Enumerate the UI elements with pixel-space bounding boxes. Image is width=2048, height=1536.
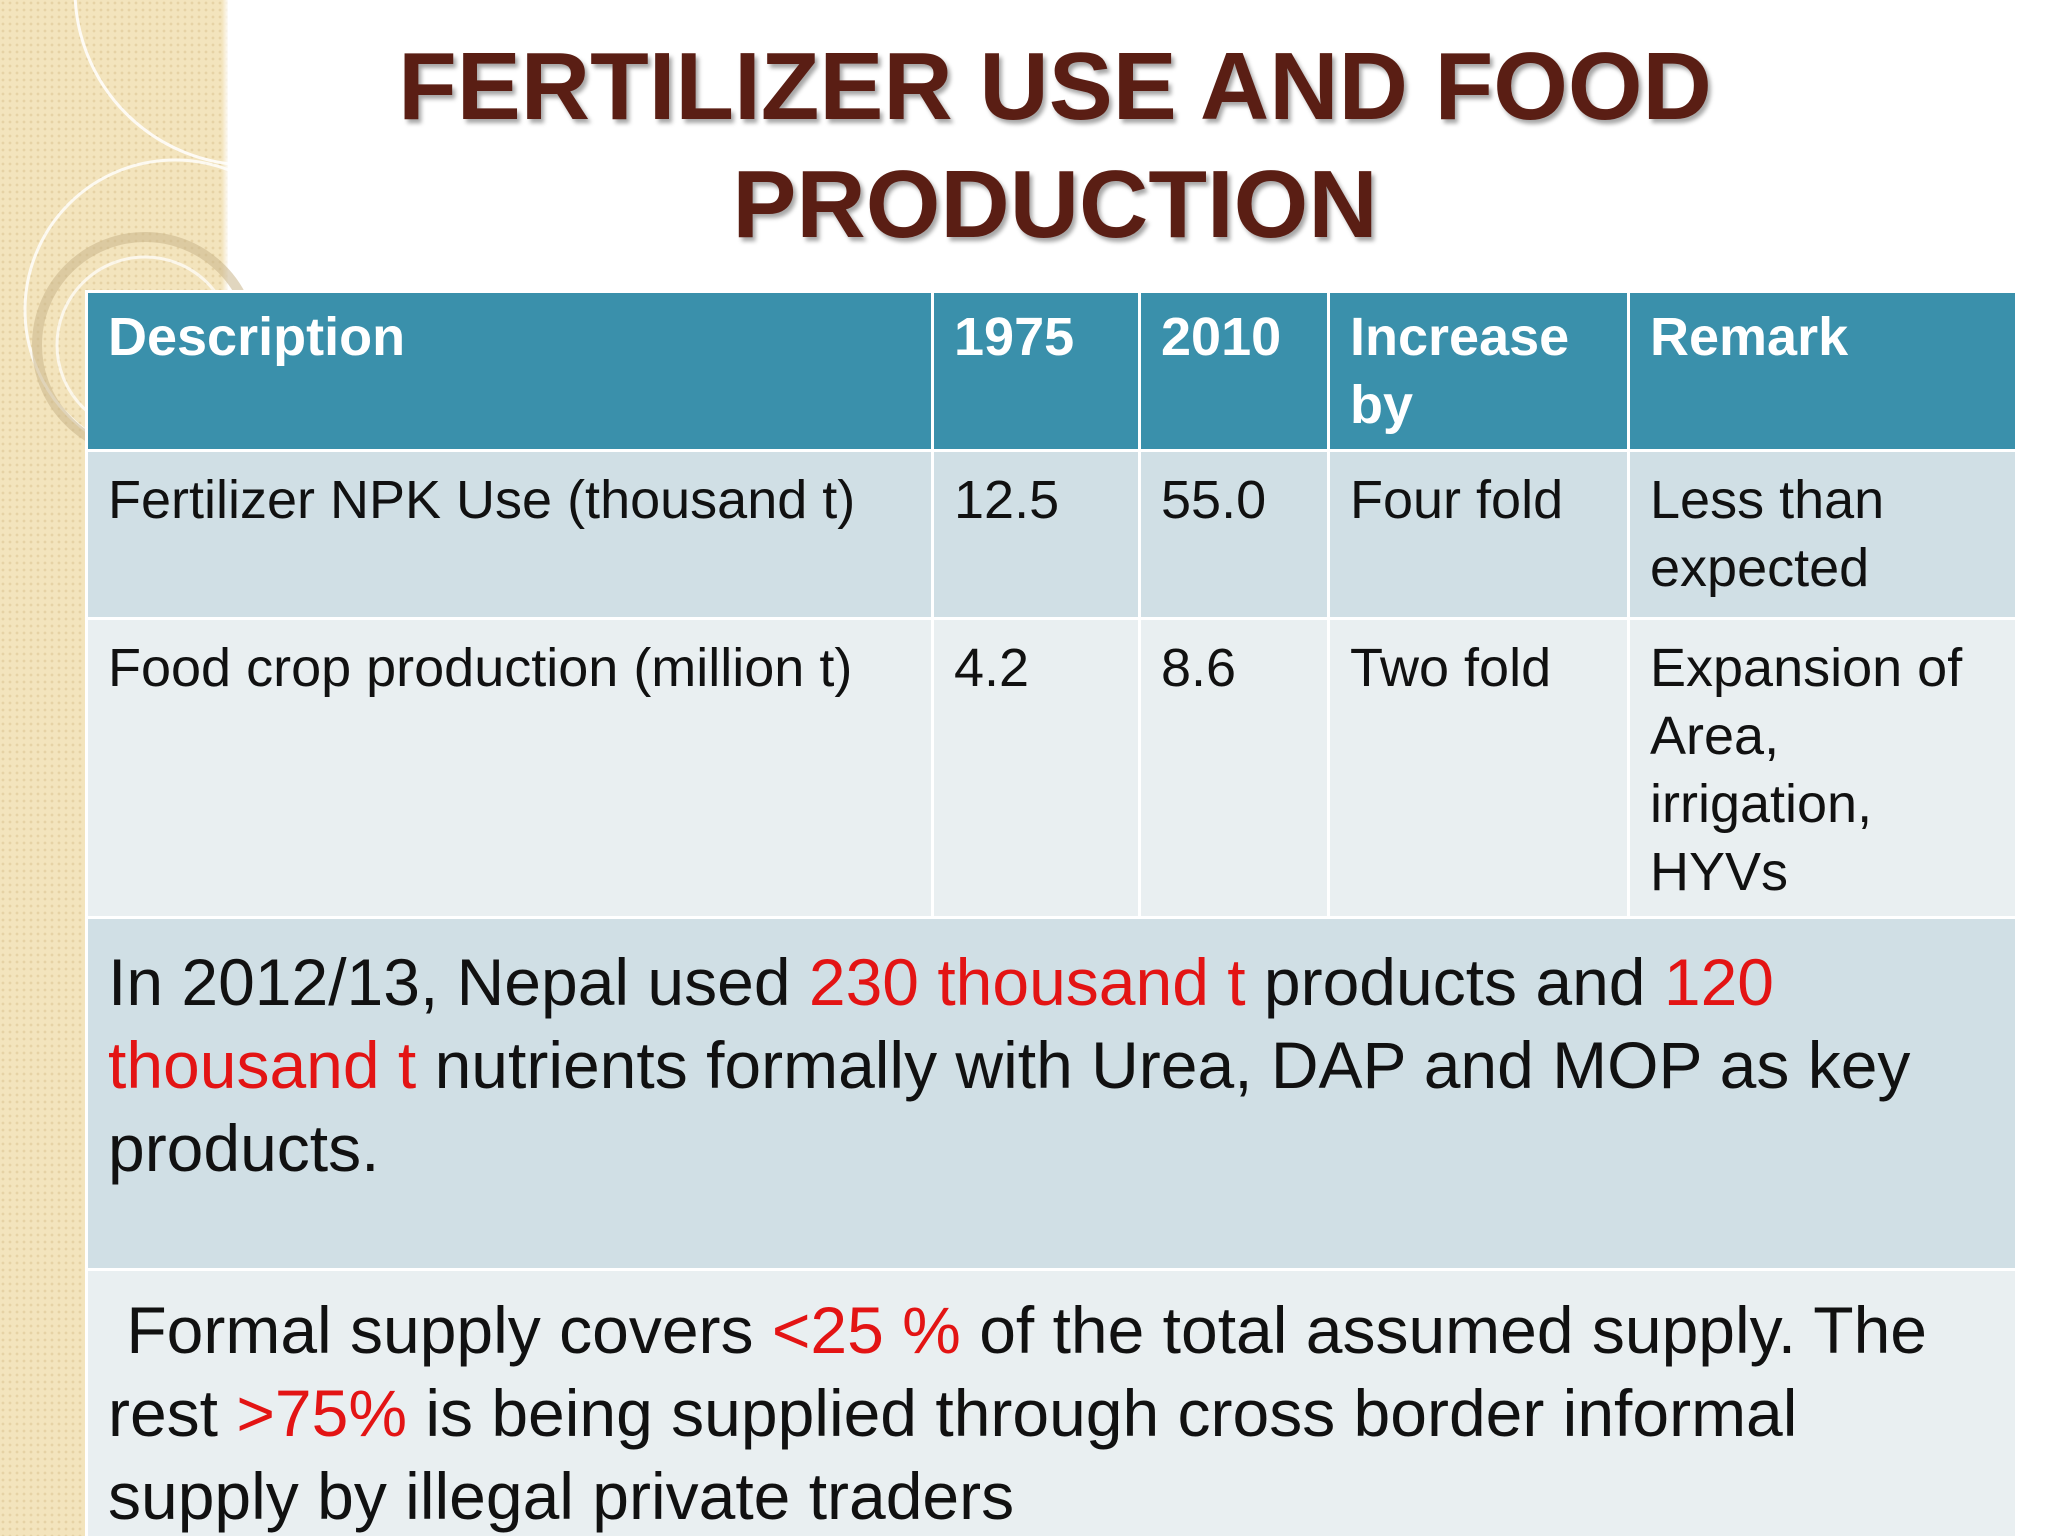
note1-highlight-nutrients: 120 thousand t (108, 945, 1774, 1102)
cell-2010: 8.6 (1138, 617, 1330, 919)
cell-description: Fertilizer NPK Use (thousand t) (85, 449, 934, 620)
table-row: Fertilizer NPK Use (thousand t) 12.5 55.… (85, 449, 2018, 620)
header-remark: Remark (1627, 290, 2018, 452)
note-nepal-usage: In 2012/13, Nepal used 230 thousand t pr… (85, 916, 2018, 1271)
header-1975: 1975 (931, 290, 1141, 452)
cell-1975: 4.2 (931, 617, 1141, 919)
note-formal-supply: Formal supply covers <25 % of the total … (85, 1268, 2018, 1536)
note1-text-2: products and (1245, 945, 1664, 1019)
header-increase-by: Increase by (1327, 290, 1630, 452)
title-line-2: PRODUCTION (732, 151, 1378, 258)
note2-text-1: Formal supply covers (108, 1293, 772, 1367)
note2-highlight-formal: <25 % (771, 1293, 961, 1367)
cell-2010: 55.0 (1138, 449, 1330, 620)
note2-text-3: is being supplied through cross border i… (108, 1376, 1798, 1533)
cell-increase: Two fold (1327, 617, 1630, 919)
note2-text-2: of the total assumed supply. The rest (108, 1293, 1927, 1450)
header-description: Description (85, 290, 934, 452)
data-table-wrapper: Description 1975 2010 Increase by Remark… (85, 290, 2018, 1536)
fertilizer-table: Description 1975 2010 Increase by Remark… (85, 290, 2018, 1536)
header-2010: 2010 (1138, 290, 1330, 452)
note-row-1: In 2012/13, Nepal used 230 thousand t pr… (85, 916, 2018, 1271)
table-header-row: Description 1975 2010 Increase by Remark (85, 290, 2018, 452)
cell-increase: Four fold (1327, 449, 1630, 620)
title-line-1: FERTILIZER USE AND FOOD (398, 33, 1712, 140)
note1-text-1: In 2012/13, Nepal used (108, 945, 809, 1019)
table-row: Food crop production (million t) 4.2 8.6… (85, 617, 2018, 919)
slide-title: FERTILIZER USE AND FOOD PRODUCTION (250, 28, 1860, 264)
note1-highlight-products: 230 thousand t (808, 945, 1246, 1019)
cell-1975: 12.5 (931, 449, 1141, 620)
note2-highlight-informal: >75% (236, 1376, 407, 1450)
note1-text-3: nutrients formally with Urea, DAP and MO… (108, 1028, 1911, 1185)
cell-description: Food crop production (million t) (85, 617, 934, 919)
note-row-2: Formal supply covers <25 % of the total … (85, 1268, 2018, 1536)
cell-remark: Expansion of Area, irrigation, HYVs (1627, 617, 2018, 919)
cell-remark: Less than expected (1627, 449, 2018, 620)
